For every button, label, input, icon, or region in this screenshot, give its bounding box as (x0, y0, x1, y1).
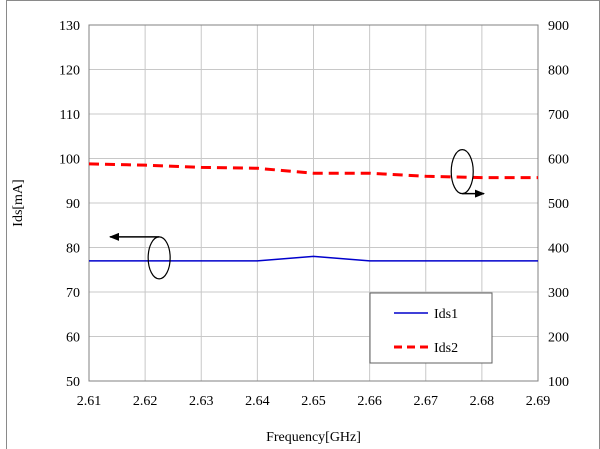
y2-tick-label: 300 (548, 286, 569, 301)
x-tick-label: 2.69 (526, 394, 551, 409)
x-tick-label: 2.68 (470, 394, 495, 409)
ids1-ellipse (147, 236, 171, 280)
y-axis-right-ticks: 100 200 300 400 500 600 700 800 900 (548, 19, 569, 390)
legend: Ids1 Ids2 (369, 292, 493, 364)
plot-border (88, 24, 539, 382)
y-axis-label: Ids[mA] (11, 179, 26, 226)
x-axis-label: Frequency[GHz] (266, 430, 361, 445)
y2-tick-label: 600 (548, 153, 569, 168)
x-tick-label: 2.66 (357, 394, 382, 409)
axis-indicators (109, 149, 485, 280)
y2-tick-label: 200 (548, 331, 569, 346)
y-tick-label: 100 (59, 153, 80, 168)
x-tick-label: 2.63 (189, 394, 214, 409)
y-tick-label: 60 (66, 331, 80, 346)
x-tick-label: 2.62 (133, 394, 158, 409)
y-tick-label: 70 (66, 286, 80, 301)
y2-tick-label: 100 (548, 375, 569, 390)
y2-tick-label: 500 (548, 197, 569, 212)
y-axis-left-ticks: 50 60 70 80 90 100 110 120 130 (59, 19, 80, 390)
x-tick-label: 2.61 (77, 394, 102, 409)
ids2-ellipse (450, 149, 474, 195)
legend-box (369, 292, 493, 364)
chart-frame (6, 0, 600, 449)
y-tick-label: 50 (66, 375, 80, 390)
y2-tick-label: 400 (548, 242, 569, 257)
chart-outer-border (6, 0, 600, 449)
y-tick-label: 120 (59, 64, 80, 79)
y-tick-label: 80 (66, 242, 80, 257)
plot-area (88, 24, 539, 382)
x-tick-label: 2.64 (245, 394, 270, 409)
x-axis-ticks: 2.61 2.62 2.63 2.64 2.65 2.66 2.67 2.68 2.69 (77, 394, 551, 409)
y-tick-label: 110 (60, 108, 80, 123)
x-tick-label: 2.67 (414, 394, 439, 409)
y2-tick-label: 800 (548, 64, 569, 79)
y2-tick-label: 900 (548, 19, 569, 34)
legend-label-ids1: Ids1 (434, 307, 458, 322)
y-tick-label: 90 (66, 197, 80, 212)
y-tick-label: 130 (59, 19, 80, 34)
x-tick-label: 2.65 (301, 394, 326, 409)
y2-tick-label: 700 (548, 108, 569, 123)
series-line-ids2 (88, 162, 538, 180)
series-lines (88, 162, 538, 262)
series-line-ids1 (89, 255, 538, 262)
legend-label-ids2: Ids2 (434, 341, 458, 356)
